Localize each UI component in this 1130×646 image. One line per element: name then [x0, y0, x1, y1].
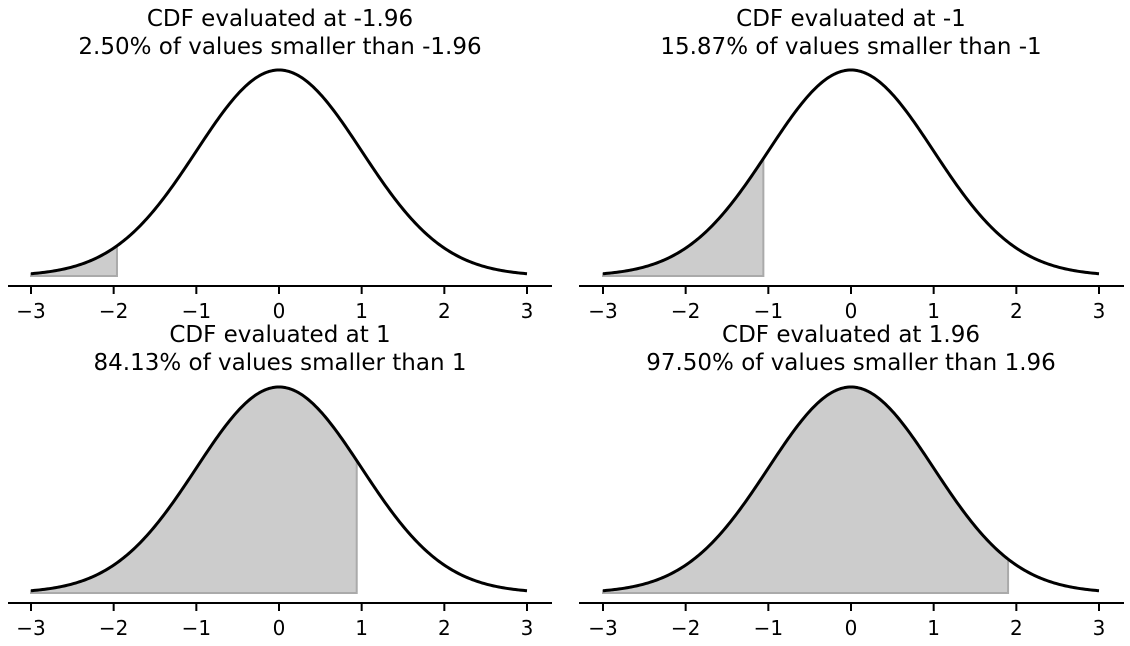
panel-4-title: CDF evaluated at 1.96	[722, 322, 980, 348]
panel-2-shaded-area	[602, 155, 765, 277]
panel-3-title: CDF evaluated at 1	[169, 322, 390, 348]
panel-1-tick-label: −2	[99, 299, 128, 323]
panel-1-tick-label: 1	[355, 299, 368, 323]
panel-3-tick-label: −2	[99, 616, 128, 640]
panel-3-tick-label: 3	[521, 616, 534, 640]
panel-4-ticks: −3 −2 −1 0 1 2 3	[588, 603, 1105, 640]
panel-3-density-curve	[30, 385, 528, 593]
panel-3: CDF evaluated at 1 84.13% of values smal…	[8, 322, 552, 640]
panel-2-tick-label: 1	[927, 299, 940, 323]
panel-4-tick-label: −3	[588, 616, 617, 640]
panel-2-tick-label: 0	[845, 299, 858, 323]
panel-1-tick-label: −3	[16, 299, 45, 323]
panel-2-ticks: −3 −2 −1 0 1 2 3	[588, 286, 1105, 323]
panel-2-subtitle: 15.87% of values smaller than -1	[660, 34, 1041, 60]
panel-3-tick-label: −1	[182, 616, 211, 640]
panel-1-tick-label: −1	[182, 299, 211, 323]
panel-1-tick-label: 0	[273, 299, 286, 323]
panel-3-shaded-area	[30, 385, 358, 594]
panel-1-ticks: −3 −2 −1 0 1 2 3	[16, 286, 533, 323]
panel-2-title: CDF evaluated at -1	[736, 6, 966, 32]
panel-1-tick-label: 2	[438, 299, 451, 323]
panel-1-subtitle: 2.50% of values smaller than -1.96	[78, 34, 481, 60]
panel-3-ticks: −3 −2 −1 0 1 2 3	[16, 603, 533, 640]
panel-3-tick-label: 1	[355, 616, 368, 640]
panel-2-tick-label: 2	[1010, 299, 1023, 323]
panel-4-density-curve	[602, 385, 1100, 593]
panel-3-tick-label: 2	[438, 616, 451, 640]
panel-3-subtitle: 84.13% of values smaller than 1	[94, 350, 467, 376]
panel-4-subtitle: 97.50% of values smaller than 1.96	[646, 350, 1056, 376]
panel-2-tick-label: −2	[671, 299, 700, 323]
panel-1-title: CDF evaluated at -1.96	[147, 6, 413, 32]
panel-4: CDF evaluated at 1.96 97.50% of values s…	[579, 322, 1124, 640]
panel-3-tick-label: −3	[16, 616, 45, 640]
panel-1-tick-label: 3	[521, 299, 534, 323]
panel-2-density-curve	[602, 68, 1100, 276]
panel-2-tick-label: 3	[1093, 299, 1106, 323]
panel-4-tick-label: 2	[1010, 616, 1023, 640]
panel-4-tick-label: 3	[1093, 616, 1106, 640]
panel-1: CDF evaluated at -1.96 2.50% of values s…	[8, 6, 552, 323]
panel-1-density-curve	[30, 68, 528, 276]
panel-2-tick-label: −3	[588, 299, 617, 323]
panel-4-tick-label: 0	[845, 616, 858, 640]
panel-4-tick-label: −2	[671, 616, 700, 640]
panel-3-tick-label: 0	[273, 616, 286, 640]
panel-2-tick-label: −1	[754, 299, 783, 323]
panel-4-tick-label: 1	[927, 616, 940, 640]
panel-2: CDF evaluated at -1 15.87% of values sma…	[579, 6, 1124, 323]
panel-4-tick-label: −1	[754, 616, 783, 640]
